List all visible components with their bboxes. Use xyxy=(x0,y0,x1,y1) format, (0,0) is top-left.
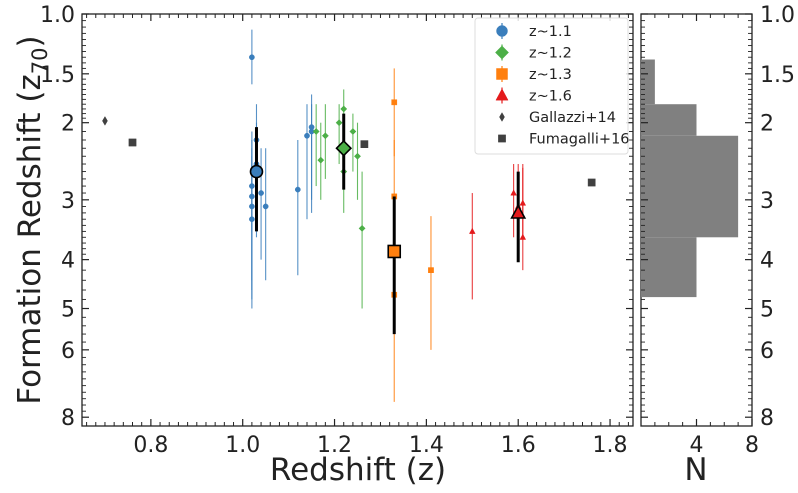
y-tick-label: 1.5 xyxy=(40,63,75,88)
x-axis-title: Redshift (z) xyxy=(270,452,446,488)
hist-y-tick-label-right: 2 xyxy=(760,112,774,137)
histogram-tick-labels: 1.0 1.5 2 3 4 5 6 8 4 8 xyxy=(690,3,796,458)
histogram-bar xyxy=(641,135,739,238)
legend-label: Fumagalli+16 xyxy=(529,132,630,148)
hist-y-tick-label-right: 5 xyxy=(760,298,774,323)
individual-point xyxy=(312,128,320,135)
individual-point xyxy=(249,54,255,61)
individual-point xyxy=(258,190,264,196)
legend-marker xyxy=(496,25,508,37)
histogram-bars xyxy=(641,59,739,298)
histogram-ticks xyxy=(641,13,753,426)
main-ticks xyxy=(82,13,633,426)
hist-x-tick-label: 8 xyxy=(745,433,759,458)
y-tick-label: 6 xyxy=(61,339,75,364)
individual-point xyxy=(349,128,357,135)
hist-y-tick-label-right: 4 xyxy=(760,249,774,274)
individual-point xyxy=(340,105,348,113)
legend-entries: z~1.1 z~1.2 z~1.3 z~1.6 Gallazzi+14 Fumagalli… xyxy=(495,23,630,148)
histogram-bar xyxy=(641,237,697,298)
literature-point xyxy=(587,178,596,187)
hist-y-tick-label-right: 1.0 xyxy=(760,3,795,28)
individual-point xyxy=(469,227,476,234)
histogram-x-axis-title: N xyxy=(684,452,707,488)
x-tick-label: 1.2 xyxy=(317,433,352,458)
legend: z~1.1 z~1.2 z~1.3 z~1.6 Gallazzi+14 Fumagalli… xyxy=(474,17,630,155)
mean-point xyxy=(335,139,353,157)
x-tick-label: 1.0 xyxy=(225,433,260,458)
legend-marker xyxy=(499,112,505,122)
literature-point xyxy=(128,138,137,147)
histogram-bar xyxy=(641,59,655,105)
individual-point xyxy=(317,156,325,164)
y-axis-title-main: Formation Redshift (z xyxy=(12,74,48,404)
main-data xyxy=(102,29,596,402)
legend-marker xyxy=(495,45,509,60)
y-tick-label: 8 xyxy=(61,406,75,431)
legend-marker xyxy=(496,68,508,80)
y-tick-label: 2 xyxy=(61,112,75,137)
hist-y-tick-label-right: 1.5 xyxy=(760,63,795,88)
y-axis-title: Formation Redshift (z70) xyxy=(12,35,52,404)
y-tick-label: 3 xyxy=(61,189,75,214)
individual-point xyxy=(304,132,310,139)
literature-point xyxy=(102,116,108,126)
individual-point xyxy=(358,224,366,232)
mean-point xyxy=(387,244,402,259)
individual-point xyxy=(428,267,434,274)
mean-point xyxy=(249,164,264,179)
x-tick-label: 1.8 xyxy=(593,433,628,458)
individual-point xyxy=(249,216,255,223)
individual-point xyxy=(262,203,269,210)
legend-label: z~1.6 xyxy=(529,89,572,105)
individual-point xyxy=(519,199,527,206)
hist-y-tick-label-right: 3 xyxy=(760,189,774,214)
individual-point xyxy=(308,124,315,130)
x-tick-label: 0.8 xyxy=(133,433,168,458)
histogram-bar xyxy=(641,104,697,136)
y-tick-label: 5 xyxy=(61,298,75,323)
legend-label: z~1.3 xyxy=(529,67,572,83)
individual-point xyxy=(510,189,517,196)
individual-point xyxy=(354,152,361,160)
y-tick-label: 1.0 xyxy=(40,3,75,28)
hist-x-tick-label: 4 xyxy=(690,433,704,458)
y-axis-title-close: ) xyxy=(12,35,48,47)
individual-point xyxy=(391,99,398,106)
legend-marker xyxy=(495,88,509,101)
hist-y-tick-label-right: 6 xyxy=(760,339,774,364)
legend-marker xyxy=(498,134,506,143)
main-tick-labels: 0.8 1.0 1.2 1.4 1.6 1.8 1.0 1.5 2 3 4 5 6 8 xyxy=(40,3,628,458)
legend-label: z~1.1 xyxy=(529,24,572,40)
legend-box xyxy=(474,17,629,155)
x-tick-label: 1.6 xyxy=(501,433,536,458)
hist-y-tick-label-right: 8 xyxy=(760,406,774,431)
y-tick-label: 4 xyxy=(61,249,75,274)
x-tick-label: 1.4 xyxy=(409,433,444,458)
individual-point xyxy=(335,119,343,127)
histogram-panel: 1.0 1.5 2 3 4 5 6 8 4 8 N xyxy=(640,3,796,488)
legend-label: Gallazzi+14 xyxy=(529,110,616,126)
literature-point xyxy=(360,140,369,149)
mean-point xyxy=(510,204,527,219)
legend-label: z~1.2 xyxy=(529,46,572,62)
individual-point xyxy=(321,132,329,140)
individual-point xyxy=(294,186,301,193)
y-axis-title-subscript: 70 xyxy=(28,48,52,75)
